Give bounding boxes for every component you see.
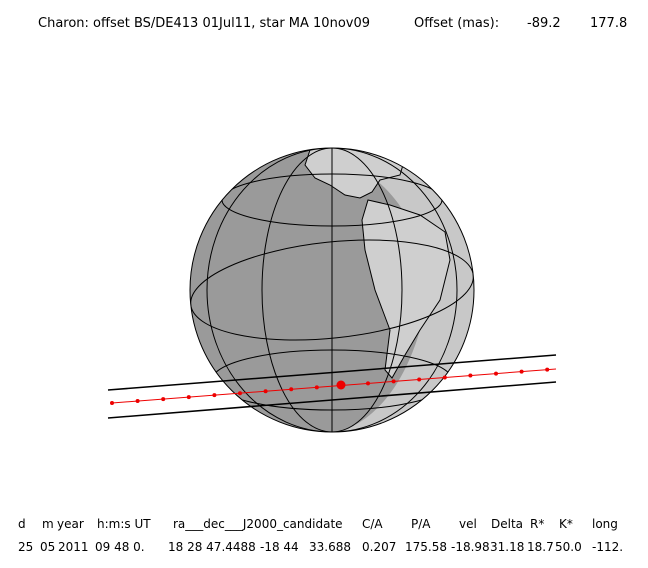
table-cell: 0.207 <box>362 540 396 554</box>
column-header: Delta <box>491 517 523 531</box>
table-cell: 05 <box>40 540 55 554</box>
time-dot <box>186 395 191 400</box>
table-cell: 50.0 <box>555 540 582 554</box>
time-dot <box>110 401 114 405</box>
table-cell: -18.98 <box>451 540 490 554</box>
table-cell: 175.58 <box>405 540 447 554</box>
table-cell: 18 28 47.4488 <box>168 540 256 554</box>
time-dot <box>366 381 370 386</box>
time-dot <box>314 385 319 390</box>
time-dot <box>494 371 498 376</box>
table-cell: -18 44 <box>260 540 299 554</box>
time-dot <box>519 369 524 374</box>
time-dot <box>212 393 217 398</box>
column-header: P/A <box>411 517 431 531</box>
column-header: K* <box>559 517 573 531</box>
time-dot <box>289 387 294 392</box>
event-table: d m year h:m:s UT ra___dec___J2000_candidate… <box>18 517 623 554</box>
offset-label: Offset (mas): <box>414 16 499 31</box>
column-header: C/A <box>362 517 383 531</box>
table-cell: -112. <box>592 540 623 554</box>
table-cell: 2011 <box>58 540 89 554</box>
time-dot <box>238 391 242 396</box>
table-cell: 09 48 0. <box>95 540 145 554</box>
table-cell: 25 <box>18 540 33 554</box>
offset-y: 177.8 <box>590 16 627 31</box>
column-header: vel <box>459 517 477 531</box>
time-dot <box>442 375 447 380</box>
time-dot <box>545 367 550 372</box>
column-header: R* <box>530 517 544 531</box>
globe <box>189 147 475 433</box>
time-dot <box>391 379 396 384</box>
table-cell: 31.18 <box>490 540 524 554</box>
column-header: d <box>18 517 26 531</box>
time-dot <box>468 373 473 378</box>
time-dot <box>161 397 166 402</box>
column-header: h:m:s UT <box>97 517 151 531</box>
time-dot <box>263 389 268 394</box>
time-dot <box>135 399 140 404</box>
column-header: ra___dec___J2000_candidate <box>173 517 343 531</box>
column-header: long <box>592 517 618 531</box>
column-header: year <box>57 517 84 531</box>
title: Charon: offset BS/DE413 01Jul11, star MA… <box>38 16 370 31</box>
column-header: m <box>42 517 54 531</box>
time-dot <box>417 377 422 382</box>
shadow-path <box>107 354 557 419</box>
table-cell: 33.688 <box>309 540 351 554</box>
offset-x: -89.2 <box>527 16 561 31</box>
table-cell: 18.7 <box>527 540 554 554</box>
